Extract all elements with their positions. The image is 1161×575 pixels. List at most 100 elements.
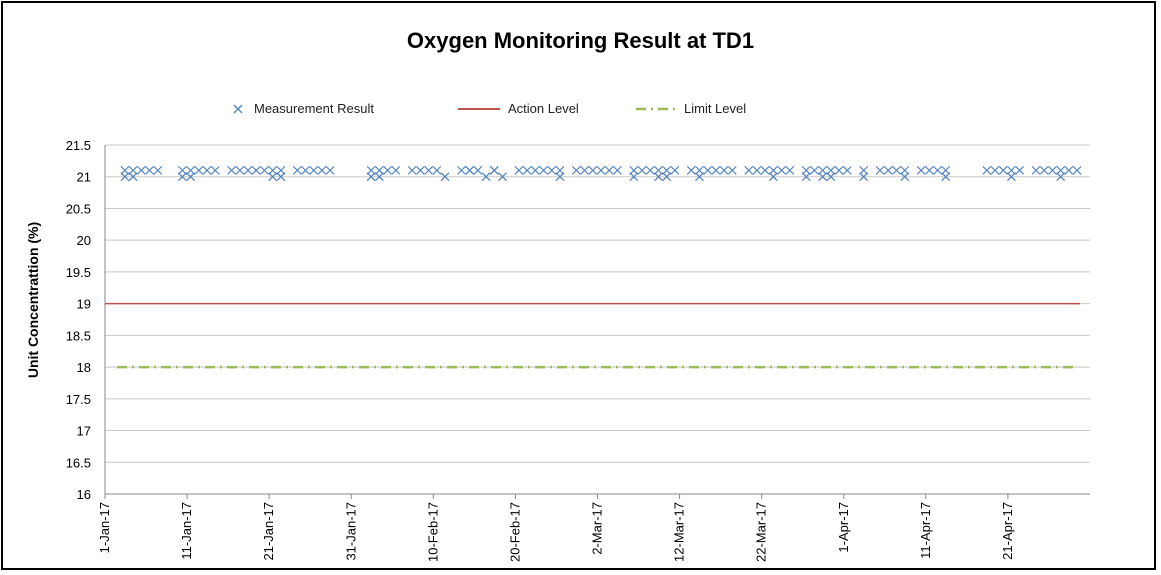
measurement-point xyxy=(818,165,828,175)
measurement-point xyxy=(801,165,811,175)
measurement-point xyxy=(210,165,220,175)
measurement-point xyxy=(473,165,483,175)
chart-legend: Measurement Result Action Level Limit Le… xyxy=(0,101,1161,121)
measurement-point xyxy=(489,165,499,175)
measurement-point xyxy=(514,165,524,175)
legend-dash-dot-line-icon xyxy=(636,107,678,110)
legend-solid-line-icon xyxy=(458,107,500,110)
measurement-point xyxy=(1072,165,1082,175)
y-tick-label: 21 xyxy=(77,170,91,185)
measurement-point xyxy=(826,165,836,175)
y-tick-label: 19.5 xyxy=(66,265,91,280)
y-tick-label: 18.5 xyxy=(66,328,91,343)
measurement-point xyxy=(744,165,754,175)
measurement-point xyxy=(752,165,762,175)
measurement-point xyxy=(366,172,376,182)
y-tick-label: 16.5 xyxy=(66,455,91,470)
measurement-point xyxy=(941,172,951,182)
y-tick-label: 16 xyxy=(77,487,91,502)
measurement-point xyxy=(457,165,466,175)
measurement-point xyxy=(1064,165,1074,175)
x-tick-label: 31-Jan-17 xyxy=(343,502,358,561)
legend-item-measurement: Measurement Result xyxy=(232,101,374,116)
measurement-point xyxy=(629,172,639,182)
measurement-point xyxy=(432,165,442,175)
y-tick-label: 21.5 xyxy=(66,138,91,153)
measurement-point xyxy=(194,165,204,175)
x-tick-label: 1-Apr-17 xyxy=(836,502,851,553)
measurement-point xyxy=(1015,165,1025,175)
measurement-point xyxy=(317,165,327,175)
measurement-point xyxy=(383,165,393,175)
x-tick-label: 1-Jan-17 xyxy=(97,502,112,553)
measurement-point xyxy=(654,165,663,175)
x-tick-label: 21-Apr-17 xyxy=(1000,502,1015,560)
measurement-point xyxy=(530,165,540,175)
measurement-point xyxy=(859,165,869,175)
x-tick-label: 20-Feb-17 xyxy=(507,502,522,562)
measurement-point xyxy=(547,165,557,175)
measurement-point xyxy=(580,165,590,175)
measurement-point xyxy=(801,172,811,182)
measurement-point xyxy=(120,165,130,175)
measurement-point xyxy=(301,165,310,175)
measurement-point xyxy=(268,165,278,175)
x-tick-label: 21-Jan-17 xyxy=(261,502,276,561)
measurement-point xyxy=(407,165,417,175)
measurement-point xyxy=(703,165,713,175)
measurement-point xyxy=(875,165,885,175)
legend-item-action: Action Level xyxy=(458,101,579,116)
measurement-point xyxy=(243,165,253,175)
measurement-point xyxy=(842,165,852,175)
measurement-point xyxy=(670,165,680,175)
measurement-point xyxy=(768,172,778,182)
legend-label-action: Action Level xyxy=(508,101,579,116)
legend-item-limit: Limit Level xyxy=(636,101,746,116)
x-tick-label: 2-Mar-17 xyxy=(590,502,605,555)
measurement-point xyxy=(325,165,335,175)
chart-title: Oxygen Monitoring Result at TD1 xyxy=(406,28,755,53)
measurement-point xyxy=(251,165,261,175)
measurement-point xyxy=(1006,165,1016,175)
y-tick-label: 20.5 xyxy=(66,201,91,216)
measurement-point xyxy=(892,165,901,175)
measurement-point xyxy=(555,172,565,182)
measurement-point xyxy=(719,165,729,175)
measurement-point xyxy=(440,172,450,182)
measurement-point xyxy=(235,165,245,175)
measurement-point xyxy=(998,165,1008,175)
measurement-point xyxy=(809,165,819,175)
measurement-point xyxy=(990,165,1000,175)
measurement-point xyxy=(900,165,910,175)
measurement-point xyxy=(662,165,672,175)
measurement-point xyxy=(662,172,672,182)
x-tick-label: 11-Apr-17 xyxy=(918,502,933,559)
measurement-point xyxy=(415,165,425,175)
measurement-point xyxy=(153,165,163,175)
measurement-point xyxy=(629,165,639,175)
measurement-point xyxy=(1031,165,1041,175)
measurement-point xyxy=(374,165,384,175)
measurement-point xyxy=(596,165,606,175)
measurement-point xyxy=(177,165,187,175)
measurement-point xyxy=(1039,165,1049,175)
x-tick-label: 12-Mar-17 xyxy=(672,502,687,562)
measurement-point xyxy=(711,165,721,175)
measurement-point xyxy=(859,172,869,182)
measurement-point xyxy=(374,172,384,182)
measurement-point xyxy=(555,165,565,175)
measurement-point xyxy=(760,165,770,175)
measurement-point xyxy=(727,165,737,175)
y-tick-label: 18 xyxy=(77,360,91,375)
measurement-point xyxy=(924,165,934,175)
measurement-point xyxy=(292,165,302,175)
measurement-point xyxy=(539,165,548,175)
measurement-point xyxy=(145,165,154,175)
measurement-point xyxy=(227,165,237,175)
y-tick-label: 20 xyxy=(77,233,91,248)
measurement-point xyxy=(900,172,910,182)
measurement-point xyxy=(941,165,951,175)
measurement-point xyxy=(309,165,319,175)
